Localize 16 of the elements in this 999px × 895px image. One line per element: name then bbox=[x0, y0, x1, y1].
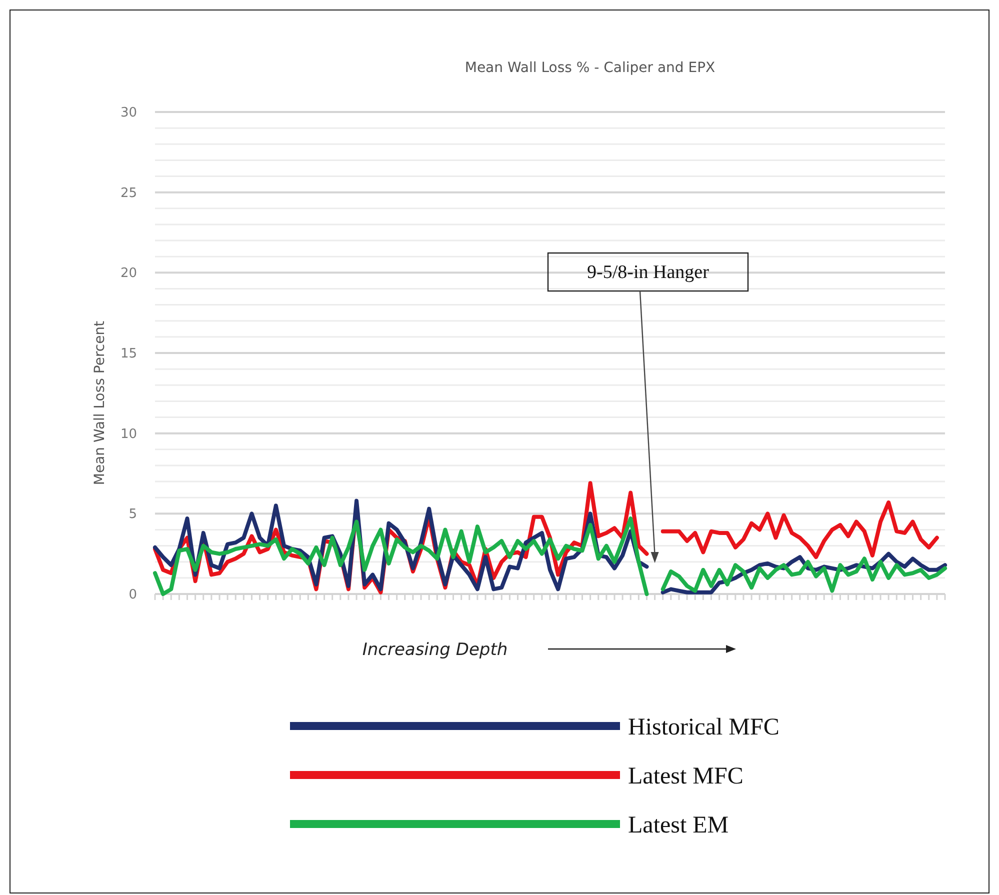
legend-label: Latest MFC bbox=[628, 763, 744, 790]
y-tick-label: 15 bbox=[120, 346, 137, 362]
y-axis-title: Mean Wall Loss Percent bbox=[92, 320, 108, 486]
annotation: 9-5/8-in Hanger bbox=[587, 262, 710, 283]
y-tick-label: 25 bbox=[120, 186, 137, 201]
chart-title: Mean Wall Loss % - Caliper and EPX bbox=[464, 60, 716, 76]
y-tick-label: 5 bbox=[128, 507, 137, 522]
line-series bbox=[153, 516, 649, 596]
y-tick-label: 10 bbox=[120, 426, 137, 442]
legend-label: Historical MFC bbox=[628, 714, 780, 740]
x-axis-title: Increasing Depth bbox=[362, 640, 508, 660]
y-tick-label: 0 bbox=[128, 588, 137, 603]
y-tick-label: 30 bbox=[120, 106, 137, 121]
y-tick-label: 20 bbox=[120, 266, 137, 282]
legend-label: Latest EM bbox=[628, 812, 729, 838]
line-series bbox=[660, 500, 939, 560]
